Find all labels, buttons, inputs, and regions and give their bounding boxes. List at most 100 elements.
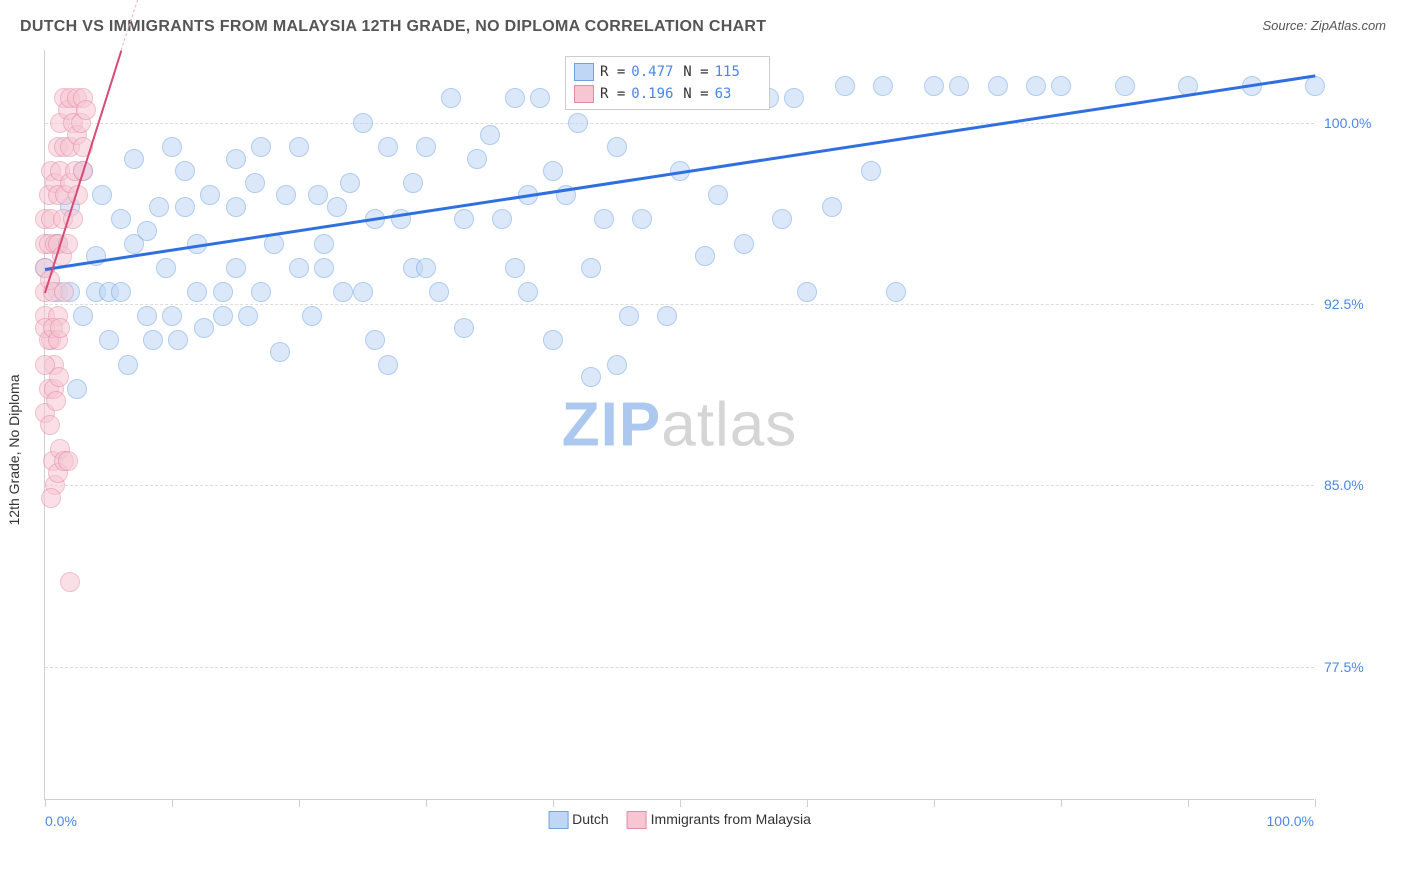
series-legend-item: Dutch bbox=[548, 811, 609, 829]
x-tick bbox=[680, 799, 681, 807]
scatter-point bbox=[416, 137, 436, 157]
legend-swatch bbox=[627, 811, 647, 829]
scatter-point bbox=[276, 185, 296, 205]
scatter-point bbox=[607, 137, 627, 157]
scatter-point bbox=[314, 234, 334, 254]
scatter-point bbox=[797, 282, 817, 302]
scatter-point bbox=[467, 149, 487, 169]
watermark-light: atlas bbox=[661, 390, 797, 459]
scatter-point bbox=[156, 258, 176, 278]
scatter-point bbox=[213, 282, 233, 302]
x-min-label: 0.0% bbox=[45, 813, 77, 829]
legend-swatch bbox=[574, 63, 594, 81]
scatter-point bbox=[581, 258, 601, 278]
legend-n-label: N = bbox=[683, 64, 708, 80]
x-tick bbox=[45, 799, 46, 807]
legend-row: R =0.196N =63 bbox=[574, 83, 761, 105]
scatter-point bbox=[73, 306, 93, 326]
scatter-point bbox=[40, 415, 60, 435]
scatter-point bbox=[168, 330, 188, 350]
scatter-point bbox=[46, 391, 66, 411]
x-max-label: 100.0% bbox=[1267, 813, 1314, 829]
gridline bbox=[45, 304, 1314, 305]
y-tick-label: 85.0% bbox=[1324, 477, 1384, 493]
gridline bbox=[45, 667, 1314, 668]
scatter-point bbox=[111, 209, 131, 229]
x-tick bbox=[553, 799, 554, 807]
x-tick bbox=[807, 799, 808, 807]
x-tick bbox=[1315, 799, 1316, 807]
scatter-point bbox=[695, 246, 715, 266]
legend-swatch bbox=[548, 811, 568, 829]
scatter-point bbox=[35, 355, 55, 375]
legend-r-value: 0.477 bbox=[631, 64, 677, 80]
scatter-point bbox=[988, 76, 1008, 96]
scatter-point bbox=[378, 137, 398, 157]
scatter-point bbox=[822, 197, 842, 217]
scatter-point bbox=[50, 318, 70, 338]
scatter-point bbox=[302, 306, 322, 326]
scatter-point bbox=[530, 88, 550, 108]
legend-row: R =0.477N =115 bbox=[574, 61, 761, 83]
x-tick bbox=[426, 799, 427, 807]
scatter-point bbox=[403, 173, 423, 193]
scatter-point bbox=[333, 282, 353, 302]
watermark: ZIPatlas bbox=[562, 389, 797, 460]
legend-n-value: 115 bbox=[715, 64, 761, 80]
scatter-point bbox=[92, 185, 112, 205]
scatter-point bbox=[137, 306, 157, 326]
scatter-point bbox=[226, 149, 246, 169]
scatter-point bbox=[58, 451, 78, 471]
gridline bbox=[45, 485, 1314, 486]
plot-area: ZIPatlas 100.0%92.5%85.0%77.5%0.0%100.0%… bbox=[44, 50, 1314, 800]
scatter-point bbox=[143, 330, 163, 350]
scatter-point bbox=[226, 258, 246, 278]
scatter-point bbox=[835, 76, 855, 96]
scatter-point bbox=[289, 137, 309, 157]
x-tick bbox=[299, 799, 300, 807]
scatter-point bbox=[784, 88, 804, 108]
scatter-point bbox=[568, 113, 588, 133]
scatter-point bbox=[149, 197, 169, 217]
scatter-point bbox=[111, 282, 131, 302]
y-tick-label: 92.5% bbox=[1324, 296, 1384, 312]
legend-n-value: 63 bbox=[715, 86, 761, 102]
scatter-point bbox=[378, 355, 398, 375]
correlation-legend: R =0.477N =115R =0.196N =63 bbox=[565, 56, 770, 110]
scatter-point bbox=[1026, 76, 1046, 96]
legend-r-value: 0.196 bbox=[631, 86, 677, 102]
legend-swatch bbox=[574, 85, 594, 103]
scatter-point bbox=[162, 306, 182, 326]
scatter-point bbox=[245, 173, 265, 193]
scatter-point bbox=[873, 76, 893, 96]
scatter-point bbox=[454, 209, 474, 229]
scatter-point bbox=[607, 355, 627, 375]
scatter-point bbox=[416, 258, 436, 278]
scatter-point bbox=[619, 306, 639, 326]
scatter-point bbox=[118, 355, 138, 375]
legend-n-label: N = bbox=[683, 86, 708, 102]
x-tick bbox=[1188, 799, 1189, 807]
y-axis-title: 12th Grade, No Diploma bbox=[6, 375, 22, 526]
scatter-point bbox=[454, 318, 474, 338]
watermark-strong: ZIP bbox=[562, 390, 661, 459]
scatter-point bbox=[314, 258, 334, 278]
scatter-point bbox=[67, 379, 87, 399]
scatter-point bbox=[124, 149, 144, 169]
scatter-point bbox=[213, 306, 233, 326]
scatter-point bbox=[480, 125, 500, 145]
scatter-point bbox=[175, 197, 195, 217]
scatter-point bbox=[60, 572, 80, 592]
scatter-point bbox=[924, 76, 944, 96]
scatter-point bbox=[137, 221, 157, 241]
scatter-point bbox=[194, 318, 214, 338]
scatter-point bbox=[657, 306, 677, 326]
scatter-point bbox=[861, 161, 881, 181]
scatter-point bbox=[226, 197, 246, 217]
scatter-point bbox=[308, 185, 328, 205]
scatter-point bbox=[200, 185, 220, 205]
scatter-point bbox=[886, 282, 906, 302]
scatter-point bbox=[238, 306, 258, 326]
scatter-point bbox=[949, 76, 969, 96]
scatter-point bbox=[492, 209, 512, 229]
